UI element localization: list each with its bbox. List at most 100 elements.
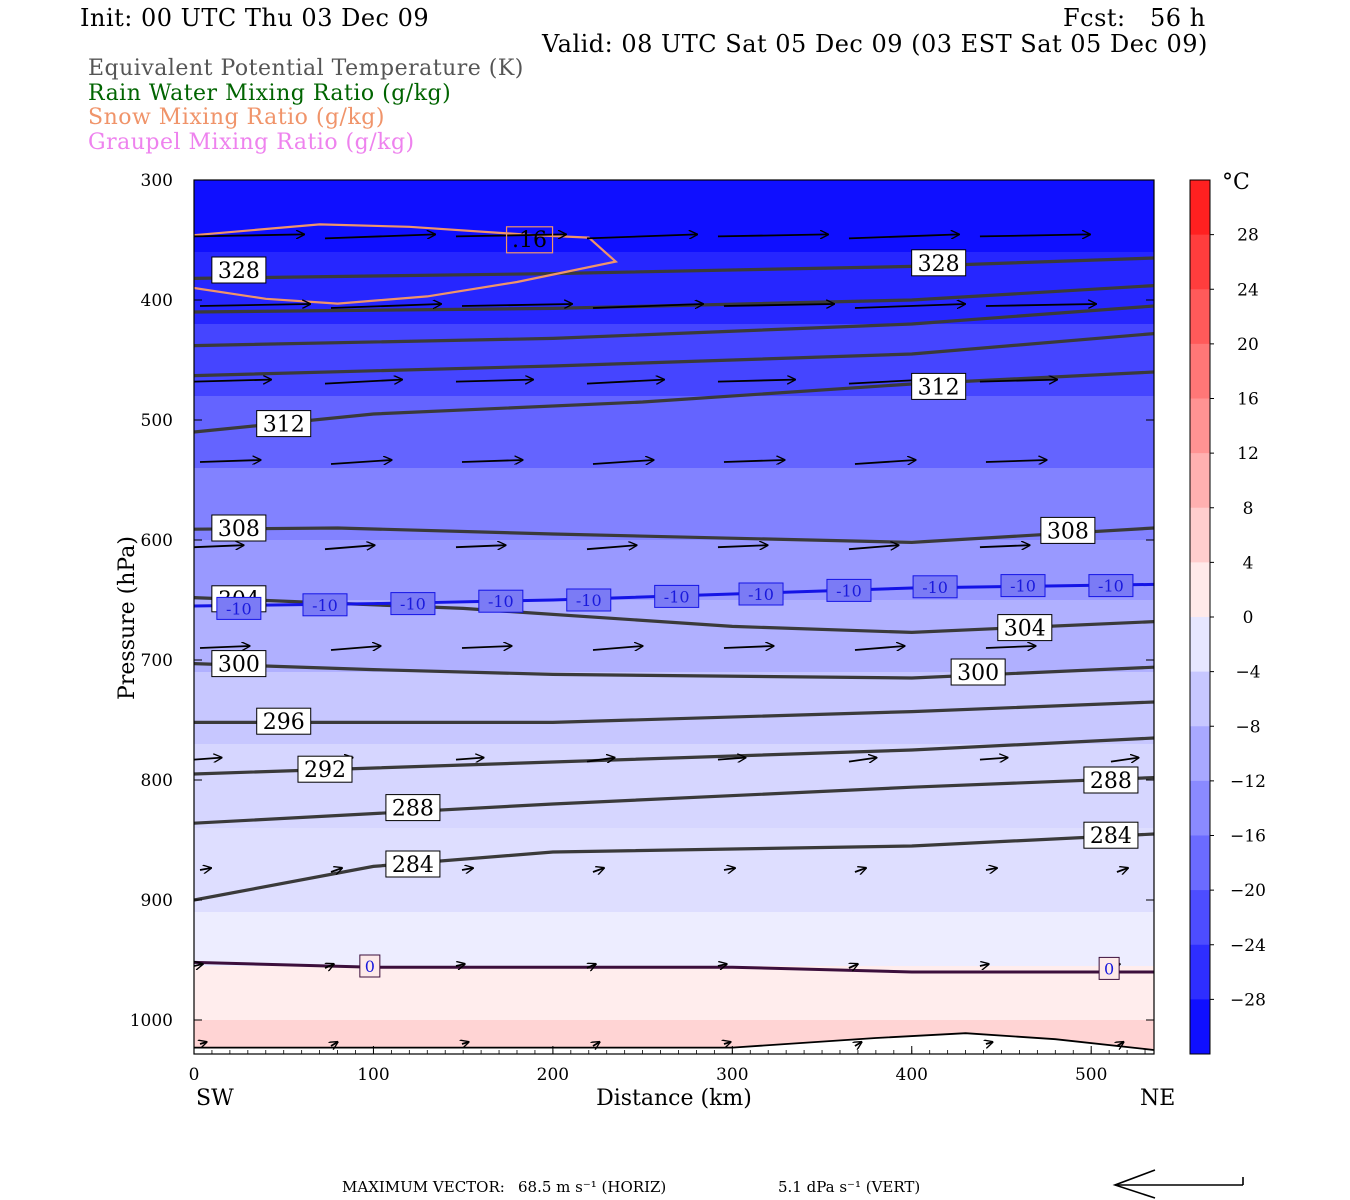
contour-label-box bbox=[1040, 516, 1096, 544]
wind-vector bbox=[979, 964, 989, 966]
contour-label-box bbox=[256, 707, 312, 735]
wind-vector bbox=[199, 646, 250, 648]
wind-vector bbox=[1116, 868, 1128, 872]
wind-vector bbox=[717, 758, 746, 760]
colorbar-segment bbox=[1190, 999, 1210, 1055]
colorbar-segment bbox=[1190, 780, 1210, 836]
isotherm-label: -10 bbox=[488, 592, 514, 611]
isotherm-label-box bbox=[478, 589, 524, 613]
wind-vector bbox=[592, 646, 643, 650]
x-left-label: SW bbox=[196, 1086, 234, 1111]
wind-vector bbox=[723, 460, 785, 462]
y-tick-label: 500 bbox=[141, 411, 173, 431]
wind-vector bbox=[199, 460, 261, 462]
wind-vector bbox=[849, 964, 858, 968]
isotherm-label: 0 bbox=[365, 957, 375, 976]
isotherm-label-box bbox=[216, 596, 262, 620]
contour-label-box bbox=[385, 794, 441, 822]
theta-e-contour-308 bbox=[194, 526, 1154, 545]
temperature-band bbox=[194, 966, 1154, 1021]
x-tick-label: 0 bbox=[189, 1065, 200, 1085]
wind-vector bbox=[586, 380, 664, 384]
temperature-band bbox=[194, 396, 1154, 469]
wind-vector bbox=[592, 460, 654, 464]
wind-vector bbox=[593, 1042, 600, 1046]
colorbar-tick-label: −20 bbox=[1230, 881, 1266, 901]
colorbar-segment bbox=[1190, 835, 1210, 891]
colorbar-tick-label: −12 bbox=[1230, 772, 1266, 792]
terrain bbox=[194, 1033, 1154, 1054]
contour-label: 312 bbox=[918, 375, 960, 400]
wind-vector bbox=[455, 380, 533, 382]
contour-label-box bbox=[256, 410, 312, 438]
wind-vector bbox=[854, 304, 965, 309]
contour-label: 312 bbox=[263, 413, 305, 438]
colorbar-tick-label: −16 bbox=[1230, 827, 1266, 847]
contour-label-box bbox=[211, 650, 267, 678]
isotherm-label-box bbox=[390, 592, 436, 616]
contour-label: 328 bbox=[918, 252, 960, 277]
wind-vector bbox=[462, 1042, 469, 1044]
wind-vector bbox=[194, 545, 244, 547]
contour-label: 300 bbox=[218, 653, 260, 678]
x-tick-label: 200 bbox=[537, 1065, 569, 1085]
isotherm-label: -10 bbox=[664, 587, 690, 606]
wind-vector bbox=[985, 304, 1096, 306]
wind-vector bbox=[723, 868, 735, 870]
isotherm-label: -10 bbox=[1098, 577, 1124, 596]
colorbar-tick-label: −24 bbox=[1230, 936, 1266, 956]
colorbar-tick-label: 12 bbox=[1237, 444, 1259, 464]
contour-label-box bbox=[950, 658, 1006, 686]
y-tick-label: 300 bbox=[141, 171, 173, 191]
wind-vector bbox=[461, 304, 572, 306]
colorbar-tick-label: −8 bbox=[1235, 717, 1260, 737]
colorbar-unit: °C bbox=[1222, 170, 1250, 195]
isotherm-label: -10 bbox=[312, 596, 338, 615]
contour-label: 308 bbox=[218, 517, 260, 542]
wind-vector bbox=[455, 964, 465, 966]
isotherm-label-box bbox=[1088, 574, 1134, 598]
colorbar-segment bbox=[1190, 343, 1210, 399]
theta-e-contour-296 bbox=[194, 700, 1154, 724]
colorbar-segment bbox=[1190, 562, 1210, 618]
wind-vector bbox=[848, 234, 959, 240]
wind-vector bbox=[854, 460, 916, 464]
x-tick-label: 100 bbox=[357, 1065, 389, 1085]
wind-vector bbox=[717, 964, 727, 966]
wind-vector bbox=[854, 868, 866, 872]
wind-vector bbox=[199, 868, 211, 870]
wind-vector bbox=[200, 1042, 207, 1044]
y-tick-label: 1000 bbox=[130, 1011, 173, 1031]
terrain-outline bbox=[194, 1032, 1154, 1051]
colorbar-tick-label: 16 bbox=[1237, 390, 1259, 410]
forecast-hour: Fcst: 56 h bbox=[1063, 4, 1206, 32]
wind-vector bbox=[324, 380, 402, 384]
isotherm-label: -10 bbox=[576, 591, 602, 610]
wind-vector bbox=[455, 758, 484, 760]
wind-vector bbox=[979, 380, 1057, 382]
contour-label-box bbox=[1083, 766, 1139, 794]
y-tick-label: 700 bbox=[141, 651, 173, 671]
isotherm-label-box bbox=[359, 954, 381, 978]
wind-vector bbox=[723, 304, 834, 306]
temperature-band bbox=[194, 912, 1154, 967]
wind-vector bbox=[723, 646, 774, 648]
wind-vector bbox=[455, 234, 566, 236]
wind-vector bbox=[461, 646, 512, 648]
colorbar-segment bbox=[1190, 289, 1210, 345]
contour-label: 292 bbox=[304, 758, 346, 783]
wind-vector bbox=[1110, 758, 1139, 762]
colorbar-segment bbox=[1190, 671, 1210, 727]
colorbar-segment bbox=[1190, 453, 1210, 509]
contour-label-box bbox=[211, 256, 267, 284]
wind-vector bbox=[586, 758, 615, 762]
wind-vector bbox=[985, 646, 1036, 648]
y-tick-label: 900 bbox=[141, 891, 173, 911]
contour-label: 296 bbox=[263, 710, 305, 735]
x-tick-label: 400 bbox=[896, 1065, 928, 1085]
colorbar-segment bbox=[1190, 398, 1210, 454]
wind-vector bbox=[717, 545, 768, 547]
wind-vector bbox=[592, 304, 703, 309]
wind-vector bbox=[194, 964, 203, 966]
wind-vector bbox=[330, 646, 381, 650]
